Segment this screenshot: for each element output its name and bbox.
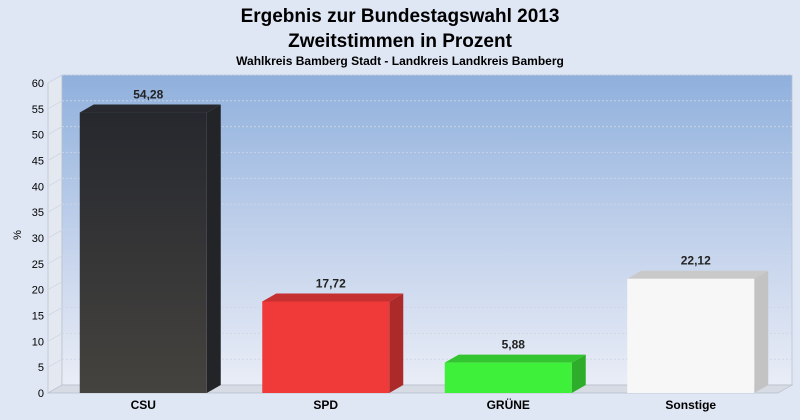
bar-grüne: 5,88 (444, 338, 586, 393)
x-category-label: GRÜNE (487, 397, 530, 412)
gridline-side (47, 203, 63, 213)
y-tick-label: 15 (32, 311, 44, 323)
gridline-side (47, 307, 63, 316)
gridline-side (47, 152, 63, 161)
bar-front (444, 362, 572, 393)
gridline-side (47, 74, 63, 84)
bar-top (79, 104, 221, 113)
y-tick-label: 50 (32, 130, 44, 142)
y-axis-ticks: 0 5 10 15 20 25 30 35 40 45 50 55 60 (32, 78, 44, 400)
chart-caption: Wahlkreis Bamberg Stadt - Landkreis Land… (236, 54, 564, 68)
y-tick-label: 0 (38, 388, 44, 400)
value-label: 22,12 (681, 254, 711, 268)
x-category-label: Sonstige (665, 398, 716, 412)
bar-sonstige: 22,12 (627, 254, 769, 393)
bar-side (571, 354, 586, 393)
bar-front (627, 278, 755, 393)
bars: 54,28 17,72 5,88 22,12 (79, 88, 769, 393)
x-axis-categories: CSU SPD GRÜNE Sonstige (131, 397, 717, 412)
gridline-side (47, 332, 63, 342)
gridline-side (47, 255, 63, 265)
bar-front (79, 112, 207, 393)
bar-side (754, 270, 769, 393)
bar-front (262, 301, 390, 393)
x-category-label: CSU (131, 398, 156, 412)
gridline-side (47, 126, 63, 136)
y-tick-label: 30 (32, 233, 44, 245)
chart-title: Ergebnis zur Bundestagswahl 2013 (241, 6, 560, 27)
y-tick-label: 40 (32, 181, 44, 193)
y-tick-label: 25 (32, 259, 44, 271)
value-label: 17,72 (316, 276, 346, 290)
gridline-side (47, 358, 63, 368)
y-tick-label: 55 (32, 104, 44, 116)
gridline-side (47, 229, 63, 239)
bar-top (627, 270, 769, 279)
chart-subtitle: Zweitstimmen in Prozent (288, 31, 512, 52)
y-tick-label: 45 (32, 156, 44, 168)
value-label: 5,88 (502, 338, 526, 352)
bar-top (444, 354, 586, 363)
y-tick-label: 5 (38, 362, 44, 374)
gridline-side (47, 100, 63, 110)
bar-side (389, 293, 404, 393)
y-tick-label: 60 (32, 78, 44, 90)
bar-csu: 54,28 (79, 88, 221, 393)
gridline-side (47, 281, 63, 291)
y-axis-label: % (12, 230, 24, 240)
y-tick-label: 10 (32, 336, 44, 348)
bar-side (206, 104, 221, 393)
bar-spd: 17,72 (262, 276, 404, 393)
gridline-side (47, 177, 63, 187)
x-category-label: SPD (313, 398, 338, 412)
y-tick-label: 20 (32, 285, 44, 297)
y-tick-label: 35 (32, 207, 44, 219)
bar-top (262, 293, 404, 302)
value-label: 54,28 (133, 88, 163, 102)
